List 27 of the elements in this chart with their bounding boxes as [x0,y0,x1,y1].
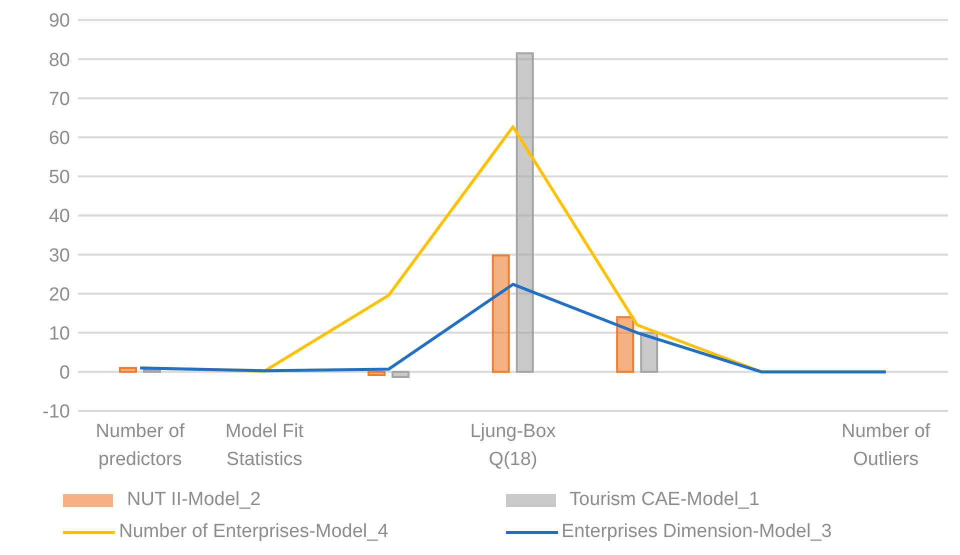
line-series [138,282,888,374]
y-tick-label: 10 [48,324,70,345]
y-tick-label: 80 [48,50,70,71]
bar [119,366,137,373]
bar [616,316,634,373]
legend-label: NUT II-Model_2 [127,489,261,511]
legend-label: Tourism CAE-Model_1 [570,489,760,511]
bar [392,370,410,378]
x-tick-label: Number of predictors [96,421,186,470]
y-tick-label: -10 [42,402,70,423]
y-tick-label: 40 [48,206,70,228]
y-tick-label: 30 [48,245,70,266]
y-tick-label: 90 [48,10,70,32]
x-tick-label: Ljung-Box Q(18) [470,421,556,470]
y-tick-label: 60 [48,128,70,150]
legend-label: Number of Enterprises-Model_4 [119,521,388,543]
y-tick-label: 0 [59,362,70,384]
x-tick-label: Model Fit Statistics [225,421,304,470]
y-tick-label: 20 [48,284,70,306]
y-tick-label: 70 [48,88,70,110]
bar [492,254,510,373]
x-tick-label: Number of Outliers [842,421,931,470]
legend-label: Enterprises Dimension-Model_3 [562,521,832,543]
bar [516,52,534,373]
y-tick-label: 50 [48,167,70,188]
bar [640,332,658,373]
bar [368,370,386,376]
